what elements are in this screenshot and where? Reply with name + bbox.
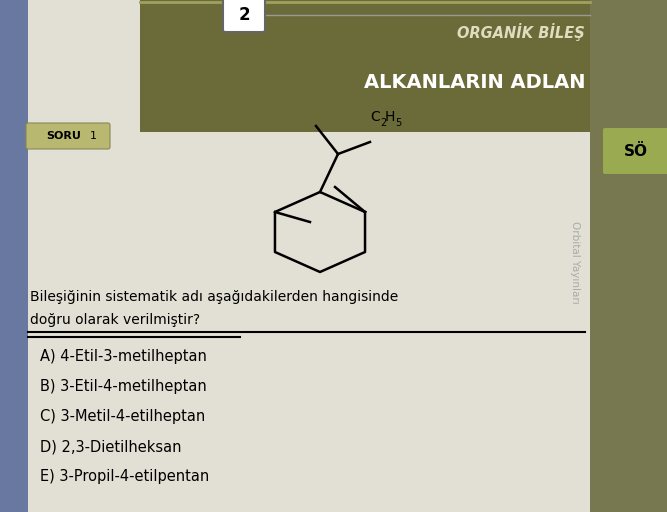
Polygon shape (0, 0, 30, 512)
Text: Bileşiğinin sistematik adı aşağıdakilerden hangisinde: Bileşiğinin sistematik adı aşağıdakilerd… (30, 290, 398, 304)
Text: D) 2,3-Dietilheksan: D) 2,3-Dietilheksan (40, 439, 181, 455)
Text: ALKANLARIN ADLAN: ALKANLARIN ADLAN (364, 73, 585, 92)
Text: SÖ: SÖ (624, 143, 648, 159)
FancyBboxPatch shape (603, 128, 667, 174)
Text: E) 3-Propil-4-etilpentan: E) 3-Propil-4-etilpentan (40, 470, 209, 484)
Text: C: C (370, 110, 380, 124)
Polygon shape (28, 0, 590, 512)
Text: 2: 2 (238, 6, 250, 24)
FancyBboxPatch shape (26, 123, 110, 149)
Text: doğru olarak verilmiştir?: doğru olarak verilmiştir? (30, 313, 200, 327)
FancyBboxPatch shape (223, 0, 265, 32)
Text: C) 3-Metil-4-etilheptan: C) 3-Metil-4-etilheptan (40, 410, 205, 424)
Bar (140, 0, 590, 132)
Text: 1: 1 (90, 131, 97, 141)
Text: 5: 5 (395, 118, 401, 128)
Text: A) 4-Etil-3-metilheptan: A) 4-Etil-3-metilheptan (40, 350, 207, 365)
Bar (590, 0, 667, 512)
Text: B) 3-Etil-4-metilheptan: B) 3-Etil-4-metilheptan (40, 379, 207, 395)
Text: H: H (385, 110, 395, 124)
Text: ORGANİK BİLEŞ: ORGANİK BİLEŞ (458, 23, 585, 41)
Text: SORU: SORU (46, 131, 81, 141)
Text: Orbital Yayınları: Orbital Yayınları (570, 221, 580, 304)
Text: 2: 2 (380, 118, 386, 128)
